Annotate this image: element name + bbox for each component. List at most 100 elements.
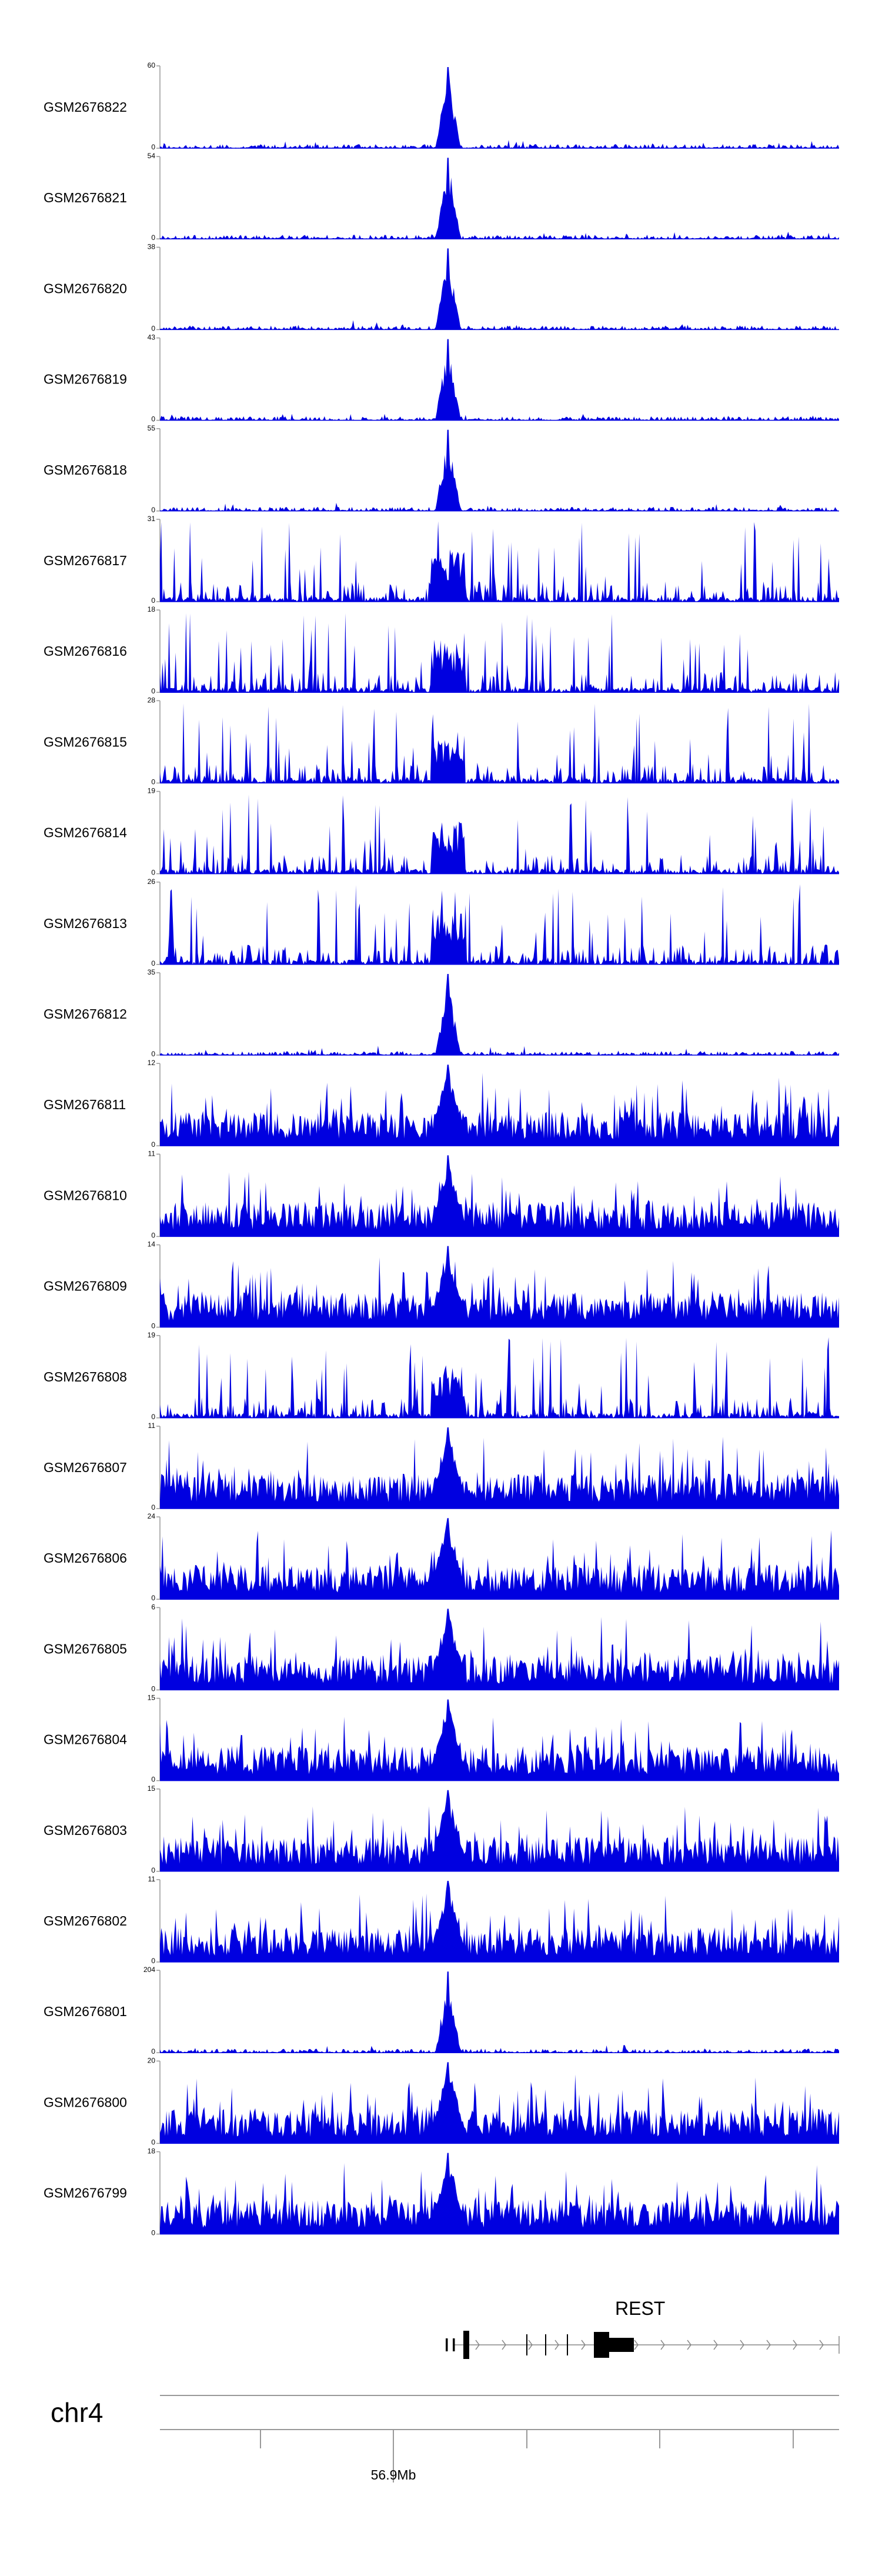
signal-area [160,1246,839,1327]
y-min-label: 0 [151,1776,155,1784]
track-GSM2676813: GSM2676813 26 0 [44,877,839,967]
signal-area [160,1337,839,1418]
coordinate-label: 56.9Mb [371,2467,416,2482]
y-max-label: 15 [148,1694,156,1702]
y-max-label: 60 [148,61,156,69]
track-label: GSM2676805 [44,1641,127,1656]
y-min-label: 0 [151,324,155,332]
strand-chevron [687,2340,691,2350]
track-label: GSM2676813 [44,916,127,931]
strand-chevron [528,2340,533,2350]
track-GSM2676814: GSM2676814 19 0 [44,787,839,877]
signal-area [160,429,839,511]
exon [463,2331,469,2359]
y-max-label: 18 [148,2147,156,2155]
y-min-label: 0 [151,1050,155,1058]
y-min-label: 0 [151,1866,155,1874]
signal-area [160,1155,839,1237]
signal-area [160,1699,839,1781]
track-GSM2676806: GSM2676806 24 0 [44,1512,839,1602]
signal-area [160,2062,839,2144]
track-label: GSM2676822 [44,99,127,115]
chromosome-ideogram: chr4 [51,2395,839,2430]
y-max-label: 35 [148,968,156,976]
genomic-coordinate-axis: 56.9Mb [260,2430,794,2482]
track-GSM2676821: GSM2676821 54 0 [44,152,839,242]
y-max-label: 19 [148,1331,156,1339]
y-min-label: 0 [151,869,155,877]
signal-area [160,67,839,148]
y-min-label: 0 [151,415,155,423]
y-max-label: 11 [148,1422,156,1430]
y-min-label: 0 [151,2138,155,2146]
y-max-label: 11 [148,1875,156,1883]
track-GSM2676809: GSM2676809 14 0 [44,1240,839,1330]
y-min-label: 0 [151,506,155,514]
track-label: GSM2676820 [44,281,127,296]
exon [609,2338,634,2352]
track-label: GSM2676800 [44,2094,127,2110]
y-min-label: 0 [151,1231,155,1239]
signal-area [160,794,839,874]
signal-area [160,703,839,783]
track-label: GSM2676815 [44,734,127,749]
track-GSM2676802: GSM2676802 11 0 [44,1875,839,1965]
track-label: GSM2676816 [44,643,127,659]
track-GSM2676810: GSM2676810 11 0 [44,1149,839,1239]
signal-area [160,884,839,965]
y-max-label: 55 [148,424,156,432]
y-max-label: 15 [148,1784,156,1793]
strand-chevron [793,2340,797,2350]
y-min-label: 0 [151,778,155,786]
track-GSM2676811: GSM2676811 12 0 [44,1059,839,1149]
signal-area [160,1790,839,1871]
track-GSM2676800: GSM2676800 20 0 [44,2056,839,2146]
y-max-label: 20 [148,2056,156,2064]
y-min-label: 0 [151,1140,155,1149]
y-min-label: 0 [151,143,155,151]
exon [453,2338,455,2351]
track-GSM2676816: GSM2676816 18 0 [44,605,839,695]
chromosome-label: chr4 [51,2397,103,2428]
track-GSM2676801: GSM2676801 204 0 [44,1966,839,2056]
y-max-label: 28 [148,696,156,704]
y-max-label: 54 [148,152,156,160]
signal-area [160,1971,839,2053]
signal-area [160,1518,839,1600]
exon [545,2334,546,2355]
track-label: GSM2676817 [44,553,127,568]
strand-chevron [502,2340,506,2350]
y-min-label: 0 [151,1322,155,1330]
signal-area [160,339,839,421]
signal-area [160,2153,839,2234]
track-label: GSM2676802 [44,1913,127,1928]
strand-chevron [713,2340,718,2350]
signal-tracks: GSM2676822600GSM2676821540GSM2676820380G… [44,61,839,2237]
track-label: GSM2676821 [44,190,127,205]
y-max-label: 11 [148,1149,156,1157]
signal-area [160,248,839,330]
exon [567,2334,568,2355]
exon [446,2338,448,2351]
track-label: GSM2676809 [44,1279,127,1294]
track-GSM2676815: GSM2676815 28 0 [44,696,839,786]
track-GSM2676805: GSM2676805 6 0 [44,1603,839,1693]
track-GSM2676820: GSM2676820 38 0 [44,242,839,332]
track-label: GSM2676806 [44,1550,127,1566]
gene-track-rest: REST [446,2298,840,2359]
y-max-label: 6 [151,1603,155,1611]
signal-area [160,1427,839,1509]
track-label: GSM2676799 [44,2185,127,2201]
signal-area [160,1881,839,1962]
track-label: GSM2676801 [44,2004,127,2019]
track-label: GSM2676819 [44,372,127,387]
y-max-label: 12 [148,1059,156,1067]
y-max-label: 31 [148,515,156,523]
track-GSM2676819: GSM2676819 43 0 [44,333,839,423]
y-max-label: 26 [148,877,156,886]
track-GSM2676812: GSM2676812 35 0 [44,968,839,1058]
track-GSM2676808: GSM2676808 19 0 [44,1331,839,1421]
rest-gene-model [446,2331,840,2359]
track-GSM2676803: GSM2676803 15 0 [44,1784,839,1874]
